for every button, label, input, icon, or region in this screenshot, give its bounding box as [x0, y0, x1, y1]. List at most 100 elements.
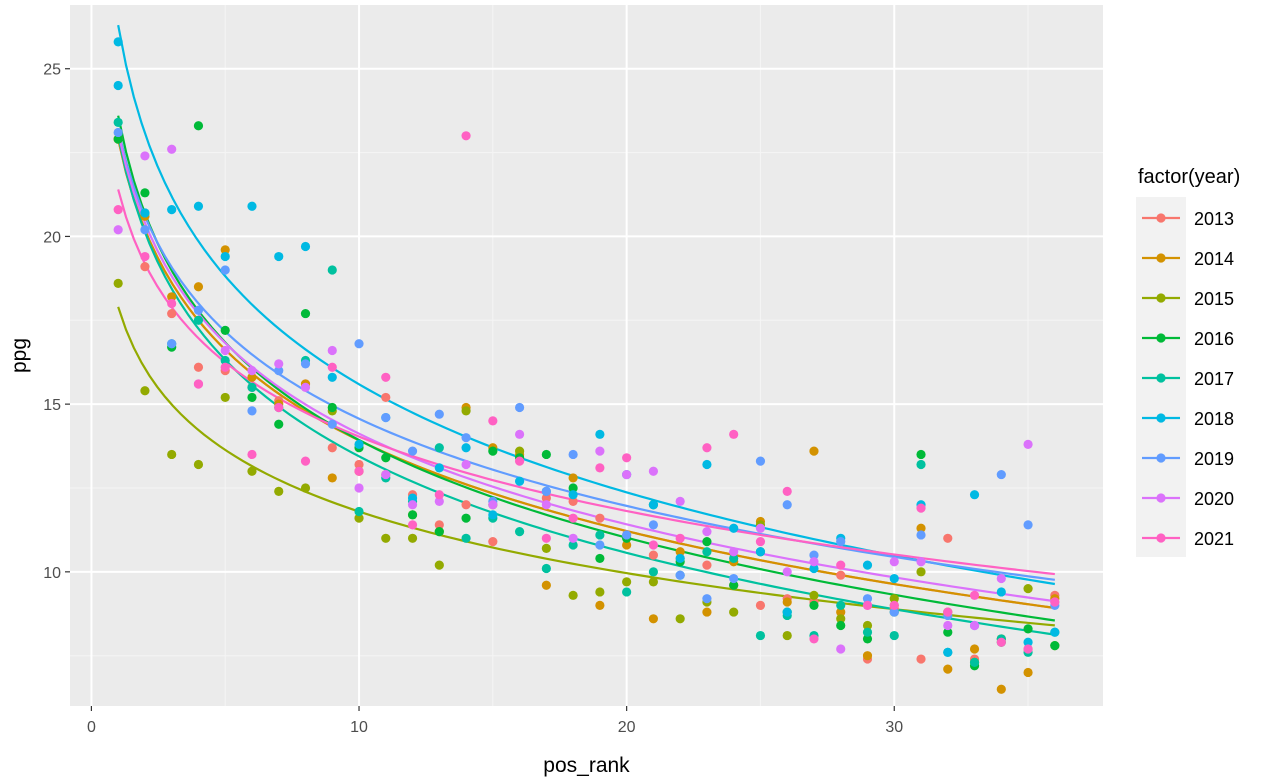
data-point-2019: [514, 402, 525, 413]
data-point-2014: [220, 245, 230, 255]
data-point-2019: [675, 570, 685, 580]
data-point-2018: [568, 490, 578, 500]
data-point-2020: [381, 469, 391, 480]
data-point-2013: [541, 493, 551, 503]
data-point-2015: [461, 406, 471, 416]
data-point-2021: [461, 131, 471, 141]
data-point-2013: [167, 308, 177, 319]
data-point-2016: [809, 600, 819, 610]
data-point-2021: [193, 379, 204, 389]
data-point-2019: [782, 500, 792, 510]
data-point-2017: [729, 553, 739, 564]
data-point-2019: [140, 225, 150, 235]
data-point-2021: [407, 520, 418, 530]
data-point-2018: [274, 251, 284, 262]
data-point-2019: [354, 339, 364, 349]
data-point-2020: [514, 429, 525, 439]
data-point-2018: [862, 560, 873, 570]
data-point-2015: [889, 594, 899, 604]
data-point-2021: [327, 362, 337, 372]
data-point-2016: [541, 449, 551, 460]
data-point-2018: [140, 208, 150, 218]
data-point-2018: [809, 563, 819, 574]
data-point-2020: [648, 466, 659, 476]
data-point-2021: [274, 402, 284, 413]
data-point-2021: [755, 537, 766, 547]
data-point-2016: [836, 620, 846, 631]
data-point-2017: [595, 530, 605, 540]
fit-line-2016: [117, 115, 1055, 622]
data-point-2015: [595, 587, 605, 597]
data-point-2016: [916, 449, 926, 460]
data-point-2021: [1023, 644, 1033, 654]
data-point-2013: [381, 392, 391, 403]
data-point-2020: [327, 345, 337, 356]
data-point-2016: [488, 446, 498, 456]
data-point-2016: [193, 121, 204, 131]
data-point-2021: [220, 362, 230, 372]
data-point-2018: [514, 476, 525, 486]
legend-key-point-2021: [1156, 533, 1166, 543]
data-point-2016: [300, 308, 311, 319]
data-point-2020: [675, 496, 685, 507]
data-point-2019: [113, 127, 123, 138]
y-tick-label: 15: [43, 397, 61, 414]
data-point-2020: [354, 483, 364, 493]
data-point-2015: [247, 466, 257, 476]
data-point-2018: [889, 573, 899, 584]
data-point-2016: [1050, 641, 1060, 651]
data-point-2018: [488, 510, 498, 520]
data-point-2017: [862, 627, 873, 637]
data-point-2018: [996, 587, 1006, 597]
data-point-2021: [113, 204, 123, 215]
legend-key-point-2014: [1156, 253, 1166, 263]
data-point-2020: [488, 500, 498, 510]
data-point-2019: [916, 530, 926, 540]
data-point-2021: [434, 490, 444, 500]
legend-label-2020: 2020: [1194, 489, 1234, 509]
data-point-2019: [809, 550, 819, 560]
data-point-2020: [943, 620, 953, 631]
data-point-2013: [140, 262, 150, 272]
data-point-2020: [836, 644, 846, 654]
legend-label-2013: 2013: [1194, 209, 1234, 229]
data-point-2017: [354, 506, 364, 517]
data-point-2019: [568, 449, 578, 460]
data-point-2018: [247, 201, 257, 211]
data-point-2020: [247, 365, 257, 376]
y-tick-label: 25: [43, 62, 61, 79]
major-gridlines: [70, 5, 1103, 706]
data-point-2018: [193, 201, 204, 211]
data-point-2017: [434, 443, 444, 453]
data-point-2014: [969, 644, 980, 654]
data-point-2013: [488, 537, 498, 547]
data-point-2021: [167, 298, 177, 309]
data-point-2019: [622, 530, 632, 540]
fit-line-2014: [117, 138, 1055, 610]
data-point-2019: [327, 419, 337, 429]
data-point-2018: [113, 37, 123, 47]
legend-label-2015: 2015: [1194, 289, 1234, 309]
data-point-2021: [1050, 597, 1060, 607]
data-point-2018: [1050, 627, 1060, 637]
data-point-2016: [862, 634, 873, 644]
data-point-2013: [193, 362, 204, 372]
data-point-2017: [461, 533, 471, 543]
data-point-2015: [514, 446, 525, 456]
data-point-2017: [622, 587, 632, 597]
data-point-2017: [541, 563, 551, 574]
data-point-2015: [434, 560, 444, 570]
data-point-2014: [247, 372, 257, 382]
legend-key-point-2018: [1156, 413, 1166, 423]
data-point-2019: [648, 520, 659, 530]
data-point-2021: [514, 456, 525, 466]
data-point-2018: [327, 372, 337, 382]
data-point-2020: [809, 557, 819, 567]
data-point-2017: [113, 117, 123, 127]
data-point-2019: [889, 607, 899, 617]
x-axis-title: pos_rank: [543, 754, 630, 777]
data-point-2013: [327, 443, 337, 453]
data-point-2017: [514, 526, 525, 537]
data-point-2021: [943, 607, 953, 617]
data-point-2021: [782, 486, 792, 496]
